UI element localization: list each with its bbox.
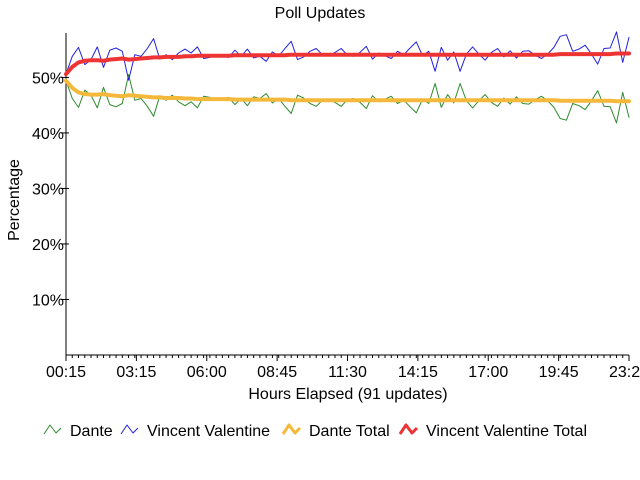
x-tick-label: 19:45 bbox=[539, 364, 579, 381]
y-tick-label: 10% bbox=[32, 292, 64, 309]
legend-swatch bbox=[120, 424, 139, 435]
x-tick-label: 08:45 bbox=[257, 364, 297, 381]
y-tick-label: 30% bbox=[32, 181, 64, 198]
x-tick-label: 03:15 bbox=[116, 364, 156, 381]
x-tick-label: 14:15 bbox=[398, 364, 438, 381]
x-axis-label: Hours Elapsed (91 updates) bbox=[248, 386, 447, 403]
x-tick-label: 17:00 bbox=[468, 364, 508, 381]
x-tick-label: 23:20 bbox=[609, 364, 640, 381]
x-tick-label: 11:30 bbox=[328, 364, 367, 381]
y-tick-label: 40% bbox=[32, 126, 64, 143]
x-tick-label: 00:15 bbox=[46, 364, 86, 381]
legend-label: Vincent Valentine bbox=[147, 423, 270, 440]
legend: Dante Vincent Valentine Dante Total Vincent… bbox=[43, 423, 587, 440]
legend-label: Dante Total bbox=[309, 423, 390, 440]
series-line bbox=[64, 51, 631, 77]
y-tick-label: 50% bbox=[32, 70, 64, 87]
x-tick-label: 06:00 bbox=[187, 364, 227, 381]
y-tick-label: 20% bbox=[32, 237, 64, 254]
plot-area: 10% 20% 30% 40% 50% 00:15 03:15 06:00 08:45 11:30… bbox=[32, 31, 640, 381]
series-line bbox=[64, 78, 631, 104]
legend-label: Dante bbox=[70, 423, 113, 440]
y-axis-label: Percentage bbox=[6, 159, 23, 241]
legend-swatch bbox=[43, 424, 62, 435]
legend-label: Vincent Valentine Total bbox=[426, 423, 587, 440]
chart-title: Poll Updates bbox=[275, 5, 366, 22]
legend-swatch bbox=[398, 423, 419, 435]
legend-swatch bbox=[281, 423, 302, 435]
